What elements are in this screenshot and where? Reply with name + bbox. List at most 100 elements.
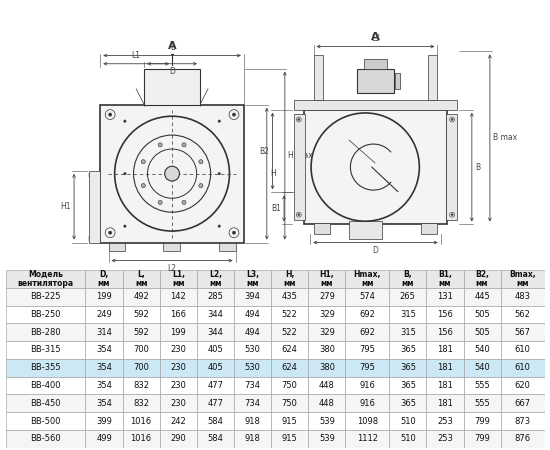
Bar xyxy=(500,430,544,448)
Text: 354: 354 xyxy=(96,363,112,372)
Text: 494: 494 xyxy=(245,310,261,319)
Text: 750: 750 xyxy=(282,381,298,390)
Text: 505: 505 xyxy=(474,310,490,319)
Circle shape xyxy=(232,113,235,116)
Text: 483: 483 xyxy=(515,292,531,301)
Text: 477: 477 xyxy=(207,381,223,390)
Bar xyxy=(160,306,197,323)
Text: 555: 555 xyxy=(474,399,490,408)
Bar xyxy=(123,430,160,448)
Bar xyxy=(197,306,234,323)
Circle shape xyxy=(182,143,186,147)
Bar xyxy=(345,270,389,288)
Text: 230: 230 xyxy=(170,381,186,390)
Text: 253: 253 xyxy=(437,417,453,426)
Circle shape xyxy=(298,118,300,121)
Text: 380: 380 xyxy=(319,363,335,372)
Bar xyxy=(364,59,387,69)
Bar xyxy=(85,288,123,306)
Bar xyxy=(6,377,85,394)
Bar xyxy=(426,430,464,448)
Bar xyxy=(123,412,160,430)
Bar xyxy=(6,323,85,341)
Text: 918: 918 xyxy=(245,417,261,426)
Text: B max: B max xyxy=(493,134,518,143)
Bar xyxy=(464,341,500,359)
Bar xyxy=(6,430,85,448)
Bar xyxy=(349,221,382,239)
Text: 494: 494 xyxy=(245,328,261,337)
Bar xyxy=(464,394,500,412)
Text: 574: 574 xyxy=(359,292,375,301)
Text: 131: 131 xyxy=(437,292,453,301)
Text: 448: 448 xyxy=(319,381,335,390)
Text: 156: 156 xyxy=(437,328,453,337)
Bar xyxy=(160,288,197,306)
Text: 314: 314 xyxy=(96,328,112,337)
Text: 692: 692 xyxy=(359,328,375,337)
Text: 832: 832 xyxy=(133,399,149,408)
Text: 592: 592 xyxy=(133,310,149,319)
Bar xyxy=(89,236,100,241)
Text: 499: 499 xyxy=(96,434,112,443)
Bar xyxy=(234,377,271,394)
Circle shape xyxy=(451,118,453,121)
Text: 539: 539 xyxy=(319,434,335,443)
Bar xyxy=(271,430,308,448)
Bar xyxy=(304,110,447,225)
Text: 916: 916 xyxy=(359,399,375,408)
Bar xyxy=(308,341,345,359)
Text: 915: 915 xyxy=(282,434,298,443)
Circle shape xyxy=(108,231,112,234)
Bar xyxy=(345,341,389,359)
Bar xyxy=(197,430,234,448)
Text: H1,
мм: H1, мм xyxy=(320,270,334,288)
Text: 448: 448 xyxy=(319,399,335,408)
Bar xyxy=(85,270,123,288)
Text: ВВ-315: ВВ-315 xyxy=(30,346,61,355)
Text: 540: 540 xyxy=(474,363,490,372)
Text: 522: 522 xyxy=(282,310,298,319)
Bar xyxy=(395,73,400,89)
Text: L1: L1 xyxy=(131,51,141,60)
Bar xyxy=(6,394,85,412)
Bar xyxy=(85,412,123,430)
Circle shape xyxy=(218,172,221,175)
Text: 365: 365 xyxy=(400,363,416,372)
Bar xyxy=(89,171,100,243)
Bar xyxy=(85,377,123,394)
Text: 354: 354 xyxy=(96,381,112,390)
Bar xyxy=(389,306,426,323)
Text: 795: 795 xyxy=(359,346,375,355)
Bar xyxy=(123,394,160,412)
Bar xyxy=(123,270,160,288)
Bar xyxy=(294,114,305,220)
Bar xyxy=(234,394,271,412)
Bar xyxy=(308,270,345,288)
Bar xyxy=(160,341,197,359)
Bar xyxy=(464,323,500,341)
Text: 181: 181 xyxy=(437,363,453,372)
Bar xyxy=(160,323,197,341)
Bar xyxy=(500,323,544,341)
Text: 700: 700 xyxy=(133,346,149,355)
Bar xyxy=(500,306,544,323)
Text: 799: 799 xyxy=(474,417,490,426)
Bar xyxy=(271,394,308,412)
Text: 562: 562 xyxy=(515,310,531,319)
Text: ВВ-500: ВВ-500 xyxy=(30,417,60,426)
Bar xyxy=(85,359,123,377)
Text: L3,
мм: L3, мм xyxy=(246,270,259,288)
Bar xyxy=(197,412,234,430)
Text: 230: 230 xyxy=(170,346,186,355)
Bar xyxy=(123,323,160,341)
Text: A: A xyxy=(168,40,177,51)
Bar xyxy=(234,288,271,306)
Bar xyxy=(308,306,345,323)
Bar xyxy=(160,430,197,448)
Bar xyxy=(197,359,234,377)
Text: 700: 700 xyxy=(133,363,149,372)
Bar xyxy=(123,288,160,306)
Text: 734: 734 xyxy=(245,399,261,408)
Text: 142: 142 xyxy=(170,292,186,301)
